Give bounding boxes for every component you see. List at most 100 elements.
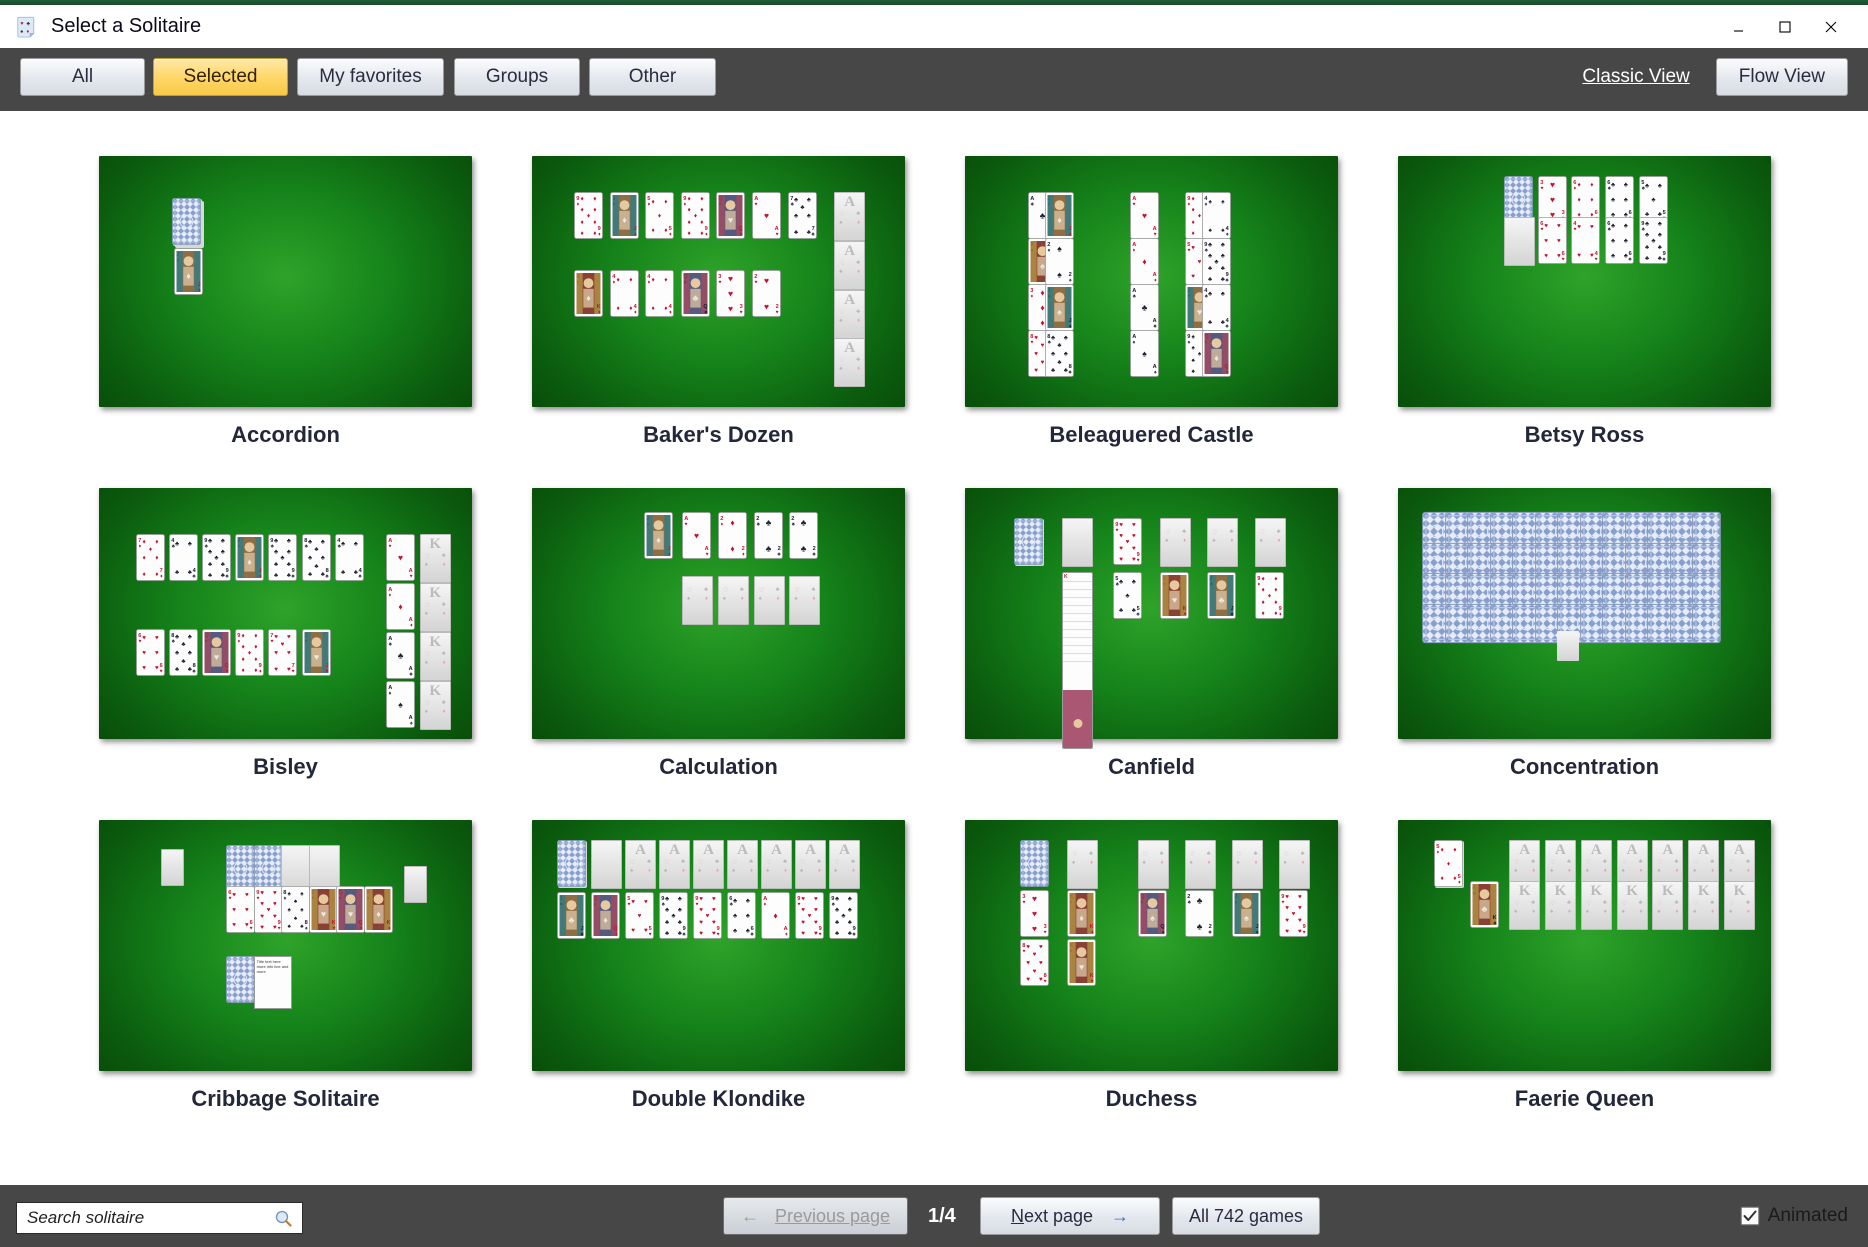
- svg-text:♥: ♥: [628, 902, 631, 908]
- svg-text:A: A: [1153, 226, 1157, 232]
- svg-text:♦: ♦: [242, 644, 245, 651]
- svg-text:♦: ♦: [149, 546, 152, 553]
- svg-text:♥: ♥: [333, 926, 336, 932]
- svg-text:♣: ♣: [1221, 319, 1225, 326]
- svg-text:K: K: [1183, 606, 1187, 612]
- svg-text:♥: ♥: [1544, 253, 1548, 260]
- svg-text:♥: ♥: [1091, 979, 1094, 985]
- svg-text:♦: ♦: [1214, 353, 1219, 363]
- svg-text:♠: ♠: [1256, 929, 1259, 935]
- svg-text:♥: ♥: [250, 926, 253, 932]
- svg-text:♥: ♥: [287, 650, 291, 657]
- svg-text:♣: ♣: [746, 928, 750, 935]
- svg-text:♦: ♦: [652, 227, 655, 234]
- svg-text:♣: ♣: [1119, 607, 1123, 614]
- svg-text:♥: ♥: [712, 919, 716, 926]
- svg-text:♣: ♣: [1481, 904, 1487, 914]
- svg-text:♣: ♣: [221, 537, 225, 544]
- svg-text:♦: ♦: [581, 207, 584, 214]
- svg-text:♥: ♥: [245, 907, 249, 914]
- svg-text:♥: ♥: [1154, 232, 1157, 238]
- svg-text:♥: ♥: [1557, 253, 1561, 260]
- svg-text:♣: ♣: [1611, 182, 1615, 189]
- svg-text:♦: ♦: [593, 219, 596, 226]
- svg-text:9: 9: [226, 568, 229, 574]
- svg-text:♦: ♦: [1192, 230, 1195, 237]
- svg-text:♣: ♣: [1645, 255, 1649, 262]
- svg-text:♣: ♣: [1208, 276, 1212, 283]
- svg-text:♦: ♦: [1091, 929, 1094, 935]
- svg-text:♣: ♣: [182, 658, 186, 665]
- svg-text:♣: ♣: [175, 633, 179, 640]
- svg-text:♥: ♥: [719, 280, 722, 286]
- svg-text:K: K: [1090, 973, 1094, 979]
- svg-text:♦: ♦: [1226, 370, 1229, 376]
- svg-text:♥: ♥: [1142, 210, 1147, 220]
- svg-text:♦: ♦: [664, 305, 667, 312]
- svg-text:♦: ♦: [1578, 197, 1581, 204]
- svg-text:♥: ♥: [819, 932, 822, 938]
- svg-text:♥: ♥: [229, 896, 232, 902]
- svg-text:♣: ♣: [1051, 334, 1055, 341]
- svg-text:5: 5: [649, 926, 652, 932]
- svg-text:♦: ♦: [652, 199, 655, 206]
- svg-text:♣: ♣: [221, 572, 225, 579]
- svg-text:♥: ♥: [712, 930, 716, 937]
- svg-text:♥: ♥: [1540, 227, 1543, 233]
- svg-text:♦: ♦: [629, 277, 632, 284]
- svg-text:♠: ♠: [1048, 248, 1051, 254]
- svg-text:♣: ♣: [678, 895, 682, 902]
- svg-text:♠: ♠: [20, 29, 23, 35]
- svg-text:♣: ♣: [665, 930, 669, 937]
- svg-text:♦: ♦: [255, 656, 258, 663]
- svg-text:♣: ♣: [175, 569, 179, 576]
- svg-text:♦: ♦: [1261, 599, 1264, 606]
- svg-text:♦: ♦: [581, 230, 584, 237]
- svg-text:♣: ♣: [1214, 259, 1218, 266]
- svg-text:♥: ♥: [706, 913, 710, 920]
- svg-text:8: 8: [325, 568, 328, 574]
- svg-text:♣: ♣: [188, 541, 192, 548]
- svg-text:♣: ♣: [794, 213, 798, 220]
- svg-text:8: 8: [1044, 973, 1047, 979]
- svg-text:♥: ♥: [694, 530, 699, 540]
- svg-text:♥: ♥: [1034, 367, 1038, 374]
- svg-text:2: 2: [813, 546, 816, 552]
- svg-text:♣: ♣: [314, 546, 318, 553]
- svg-text:♥: ♥: [275, 650, 279, 657]
- svg-text:♥: ♥: [755, 202, 758, 208]
- svg-text:♦: ♦: [664, 199, 667, 206]
- svg-text:♥: ♥: [1540, 186, 1543, 192]
- svg-text:7: 7: [292, 663, 295, 669]
- svg-text:♦: ♦: [160, 574, 163, 580]
- svg-text:A: A: [1153, 272, 1157, 278]
- svg-text:♥: ♥: [1044, 929, 1047, 935]
- svg-text:♦: ♦: [388, 926, 391, 932]
- svg-text:♦: ♦: [1274, 610, 1277, 617]
- svg-text:♣: ♣: [26, 21, 30, 27]
- svg-text:♣: ♣: [308, 571, 312, 578]
- svg-text:2: 2: [1208, 924, 1211, 930]
- svg-text:♥: ♥: [1578, 224, 1582, 231]
- svg-text:6: 6: [751, 926, 754, 932]
- svg-text:♦: ♦: [410, 623, 413, 629]
- svg-text:♥: ♥: [1026, 960, 1030, 967]
- svg-text:♣: ♣: [806, 229, 810, 236]
- svg-text:♦: ♦: [586, 293, 591, 303]
- svg-text:♥: ♥: [1595, 257, 1598, 263]
- svg-text:♦: ♦: [26, 29, 29, 35]
- svg-text:♦: ♦: [687, 230, 690, 237]
- svg-text:♥: ♥: [1034, 334, 1038, 341]
- svg-text:♣: ♣: [341, 541, 345, 548]
- svg-text:♥: ♥: [1132, 533, 1136, 540]
- svg-text:♥: ♥: [801, 930, 805, 937]
- svg-text:♥: ♥: [1116, 528, 1119, 534]
- svg-text:♦: ♦: [669, 310, 672, 316]
- svg-text:5: 5: [669, 226, 672, 232]
- svg-text:♣: ♣: [848, 895, 852, 902]
- svg-text:J: J: [1231, 606, 1234, 612]
- svg-text:♣: ♣: [1221, 241, 1225, 248]
- svg-text:♥: ♥: [1032, 893, 1037, 903]
- svg-text:J: J: [325, 663, 328, 669]
- svg-text:♠: ♠: [1154, 370, 1157, 376]
